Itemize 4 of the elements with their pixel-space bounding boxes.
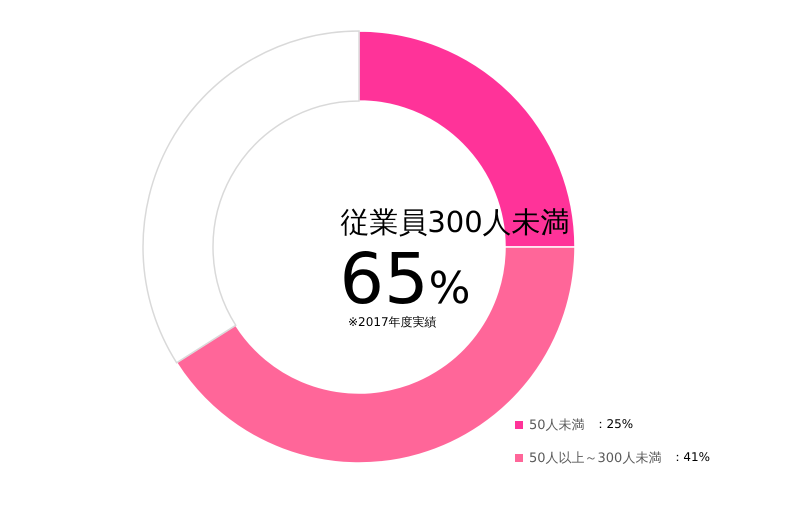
data-label: ：41%	[671, 449, 710, 466]
legend-label: 50人未満	[528, 416, 585, 434]
legend-label: 50人以上～300人未満	[528, 450, 662, 466]
data-label: ：25%	[594, 416, 634, 433]
